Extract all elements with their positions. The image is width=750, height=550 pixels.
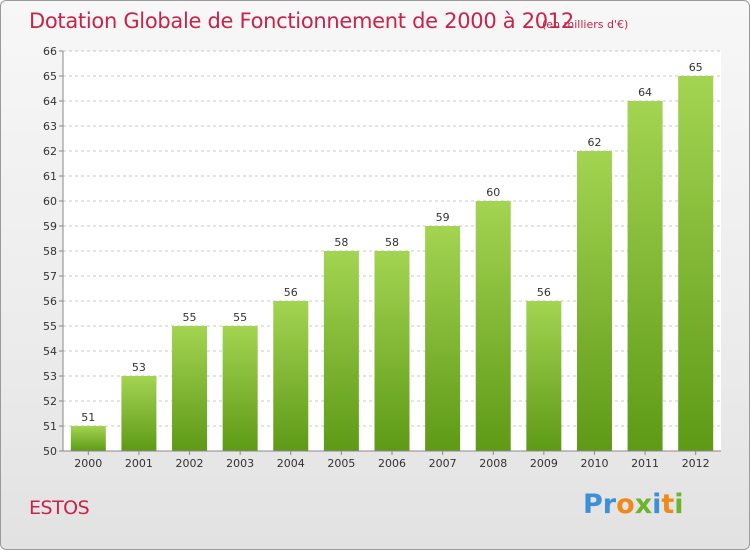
bar-2004 (273, 301, 309, 451)
x-tick-label-2005: 2005 (327, 457, 355, 470)
y-tick-label: 62 (43, 145, 57, 158)
y-tick-label: 61 (43, 170, 57, 183)
data-label-2012: 65 (689, 61, 703, 74)
proxiti-logo-letter: t (661, 489, 675, 520)
x-tick-label-2000: 2000 (74, 457, 102, 470)
y-tick-label: 58 (43, 245, 57, 258)
bar-2010 (576, 151, 612, 451)
bar-2011 (627, 101, 663, 451)
data-label-2008: 60 (486, 186, 500, 199)
bar-2005 (323, 251, 359, 451)
x-tick-label-2012: 2012 (682, 457, 710, 470)
y-tick-label: 51 (43, 420, 57, 433)
data-label-2009: 56 (537, 286, 551, 299)
y-tick-label: 52 (43, 395, 57, 408)
y-tick-label: 66 (43, 45, 57, 58)
chart-subtitle: (en milliers d'€) (542, 18, 629, 31)
data-label-2010: 62 (587, 136, 601, 149)
data-label-2005: 58 (334, 236, 348, 249)
proxiti-logo-letter: r (602, 489, 617, 520)
proxiti-logo-letter: i (652, 489, 662, 520)
y-tick-label: 56 (43, 295, 57, 308)
chart-title: Dotation Globale de Fonctionnement de 20… (29, 9, 574, 33)
data-label-2001: 53 (132, 361, 146, 374)
proxiti-logo-letter: o (616, 489, 635, 520)
bar-2007 (425, 226, 461, 451)
y-tick-label: 53 (43, 370, 57, 383)
commune-name: ESTOS (29, 497, 90, 519)
y-tick-label: 60 (43, 195, 57, 208)
y-tick-label: 63 (43, 120, 57, 133)
x-tick-label-2001: 2001 (125, 457, 153, 470)
proxiti-logo: Proxiti (583, 489, 684, 520)
x-tick-label-2002: 2002 (176, 457, 204, 470)
x-tick-label-2008: 2008 (479, 457, 507, 470)
proxiti-logo-letter: i (674, 489, 684, 520)
data-label-2004: 56 (284, 286, 298, 299)
data-label-2011: 64 (638, 86, 652, 99)
y-tick-label: 64 (43, 95, 57, 108)
bar-2002 (172, 326, 208, 451)
bar-2008 (475, 201, 511, 451)
proxiti-logo-letter: P (583, 489, 603, 520)
x-tick-label-2007: 2007 (429, 457, 457, 470)
x-tick-label-2006: 2006 (378, 457, 406, 470)
bar-2000 (70, 426, 106, 451)
data-label-2002: 55 (183, 311, 197, 324)
x-tick-label-2011: 2011 (631, 457, 659, 470)
x-tick-label-2003: 2003 (226, 457, 254, 470)
bar-2006 (374, 251, 410, 451)
data-label-2006: 58 (385, 236, 399, 249)
data-label-2007: 59 (436, 211, 450, 224)
x-tick-label-2010: 2010 (580, 457, 608, 470)
data-label-2000: 51 (81, 411, 95, 424)
x-tick-label-2009: 2009 (530, 457, 558, 470)
y-tick-label: 59 (43, 220, 57, 233)
bar-2009 (526, 301, 562, 451)
bar-2003 (222, 326, 258, 451)
bar-2012 (678, 76, 714, 451)
y-tick-label: 50 (43, 445, 57, 458)
y-tick-label: 65 (43, 70, 57, 83)
y-tick-label: 55 (43, 320, 57, 333)
y-tick-label: 57 (43, 270, 57, 283)
bar-2001 (121, 376, 157, 451)
proxiti-logo-letter: x (634, 489, 653, 520)
x-tick-label-2004: 2004 (277, 457, 305, 470)
y-tick-label: 54 (43, 345, 57, 358)
data-label-2003: 55 (233, 311, 247, 324)
